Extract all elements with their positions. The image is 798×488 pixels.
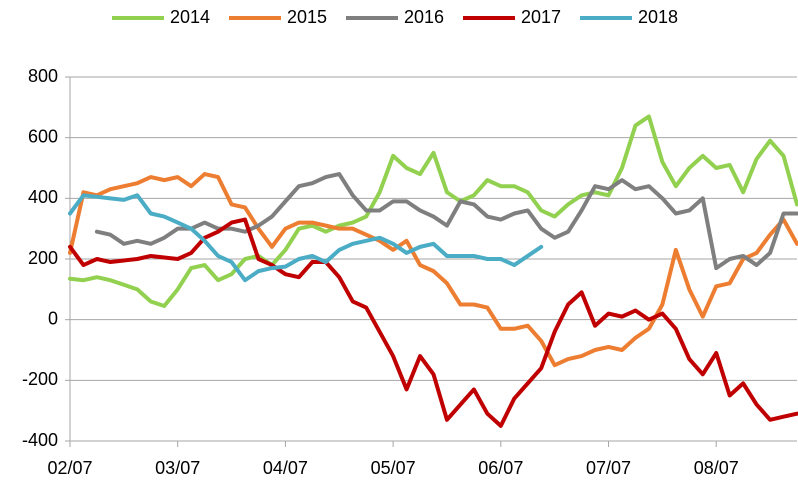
series-line [94,172,798,271]
x-tick-label: 03/07 [155,458,200,478]
y-tick-label: -400 [22,430,58,450]
x-tick-label: 04/07 [263,458,308,478]
legend-label: 2017 [521,7,561,27]
y-tick-label: 400 [28,187,58,207]
y-tick-label: 800 [28,66,58,86]
series-line [68,193,544,283]
legend-label: 2014 [170,7,210,27]
legend-label: 2015 [287,7,327,27]
series-line [68,172,798,368]
y-tick-label: 0 [48,308,58,328]
y-tick-label: -200 [22,369,58,389]
legend-label: 2018 [638,7,678,27]
x-tick-label: 02/07 [47,458,92,478]
legend-label: 2016 [404,7,444,27]
x-tick-label: 08/07 [694,458,739,478]
y-tick-label: 200 [28,248,58,268]
x-tick-label: 07/07 [586,458,631,478]
series-line [68,217,798,428]
y-tick-label: 600 [28,126,58,146]
x-tick-label: 06/07 [478,458,523,478]
x-tick-label: 05/07 [371,458,416,478]
series-line [68,114,798,309]
